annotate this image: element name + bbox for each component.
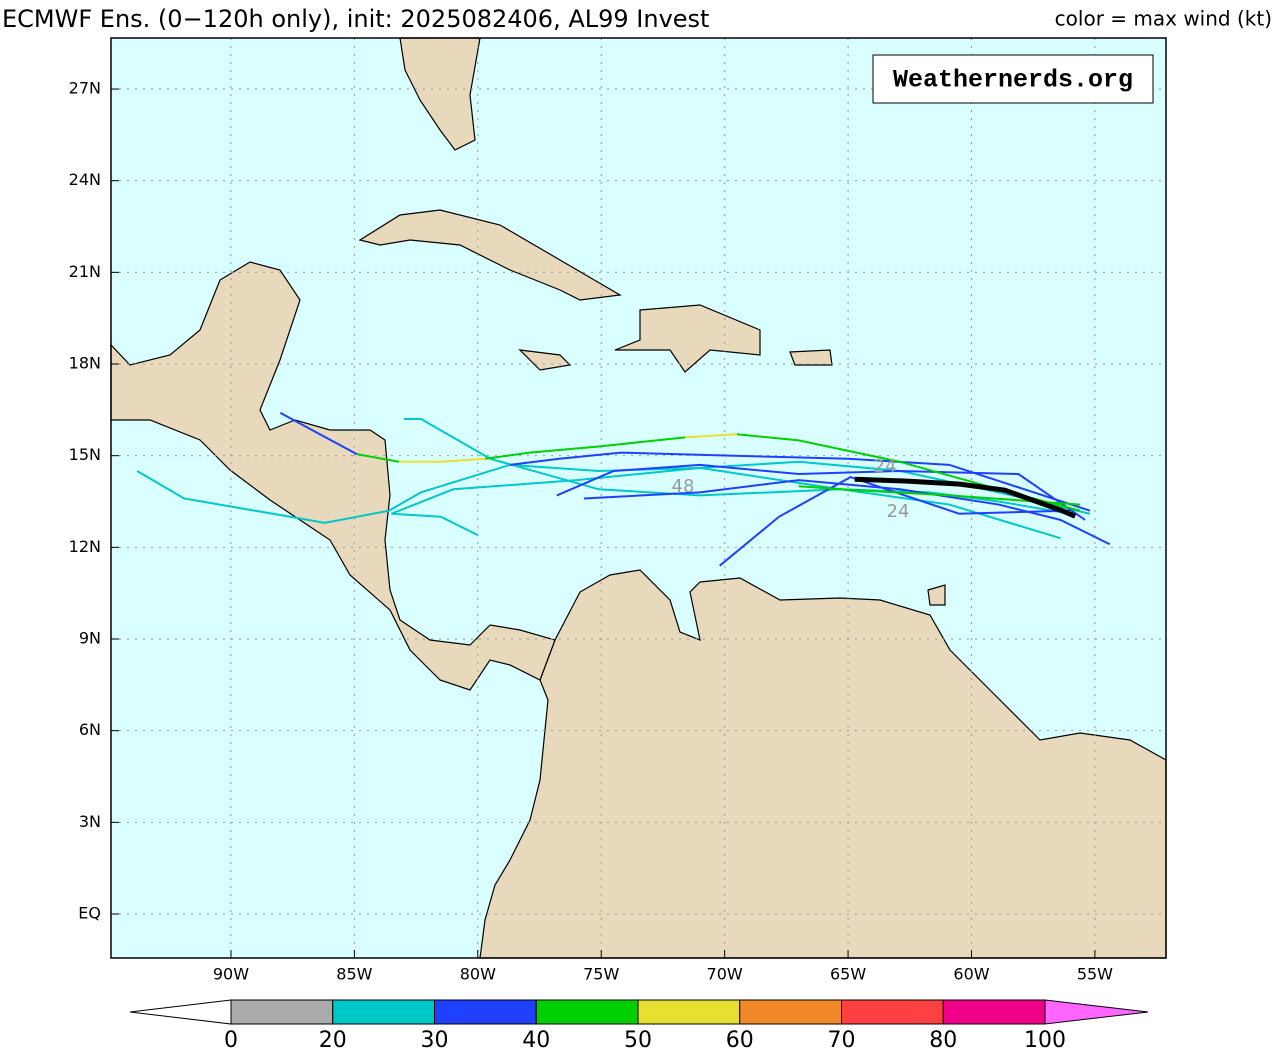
y-tick-label: 21N	[69, 262, 101, 281]
colorbar-under	[129, 999, 232, 1025]
colorbar-bin	[942, 999, 1046, 1025]
y-tick-label: 9N	[79, 629, 101, 648]
colorbar: 0 20 30 40 50 60 70 80 100	[129, 999, 1149, 1053]
y-tick-label: 12N	[69, 537, 101, 556]
y-tick-label: 15N	[69, 445, 101, 464]
colorbar-bin	[739, 999, 842, 1025]
watermark: Weathernerds.org	[893, 66, 1133, 95]
south-america	[479, 569, 1167, 959]
colorbar-label: 30	[421, 1028, 449, 1053]
tracks: 24 24 48	[136, 412, 1111, 567]
map-title: ECMWF Ens. (0−120h only), init: 20250824…	[2, 5, 709, 33]
trinidad	[927, 584, 946, 606]
x-tick-label: 55W	[1077, 965, 1113, 984]
storm-track	[485, 436, 686, 460]
y-tick-label: 24N	[69, 170, 101, 189]
y-tick-label: 3N	[79, 812, 101, 831]
x-tick-label: 75W	[583, 965, 619, 984]
colorbar-label: 80	[929, 1028, 957, 1053]
y-tick-label: 6N	[79, 720, 101, 739]
colorbar-label: 60	[726, 1028, 754, 1053]
x-tick-label: 60W	[953, 965, 989, 984]
lead-time-label: 24	[874, 456, 897, 477]
graticule	[111, 38, 1166, 958]
storm-track	[403, 418, 1071, 515]
x-tick-label: 65W	[830, 965, 866, 984]
lead-time-label: 24	[887, 501, 910, 522]
y-tick-label: EQ	[78, 904, 101, 923]
y-tick-label: 27N	[69, 79, 101, 98]
colorbar-over	[1044, 999, 1149, 1025]
storm-track	[798, 485, 1081, 506]
land	[110, 37, 1167, 959]
colorbar-label: 50	[624, 1028, 652, 1053]
colorbar-bin	[434, 999, 537, 1025]
colorbar-label: 40	[522, 1028, 550, 1053]
jamaica	[518, 349, 572, 371]
colorbar-bin	[332, 999, 435, 1025]
colorbar-label: 20	[319, 1028, 347, 1053]
legend-title: color = max wind (kt)	[1055, 7, 1272, 31]
storm-track	[854, 476, 1077, 519]
watermark-box	[872, 54, 1154, 104]
colorbar-bin	[230, 999, 334, 1025]
storm-track	[556, 463, 1086, 521]
x-tick-label: 90W	[213, 965, 249, 984]
colorbar-bin	[535, 999, 639, 1025]
x-tick-label: 70W	[707, 965, 743, 984]
colorbar-label: 0	[224, 1028, 238, 1053]
storm-track	[391, 466, 1061, 540]
cuba	[358, 209, 622, 301]
storm-track	[398, 457, 486, 463]
map-frame	[110, 37, 1167, 959]
colorbar-label: 100	[1024, 1028, 1066, 1053]
y-tick-label: 18N	[69, 354, 101, 373]
colorbar-bin	[841, 999, 944, 1025]
storm-track	[279, 412, 358, 456]
central-america	[110, 261, 556, 691]
florida	[399, 37, 481, 151]
storm-track	[719, 475, 1071, 567]
colorbar-bin	[637, 999, 741, 1025]
lead-time-label: 48	[672, 476, 695, 497]
x-tick-label: 80W	[460, 965, 496, 984]
storm-track	[136, 460, 1091, 524]
storm-track	[356, 453, 399, 463]
storm-track	[685, 433, 738, 439]
storm-track	[583, 479, 1111, 546]
colorbar-label: 70	[828, 1028, 856, 1053]
storm-track	[509, 451, 1091, 512]
puerto-rico	[789, 349, 833, 366]
x-tick-label: 85W	[336, 965, 372, 984]
hispaniola	[614, 304, 761, 373]
